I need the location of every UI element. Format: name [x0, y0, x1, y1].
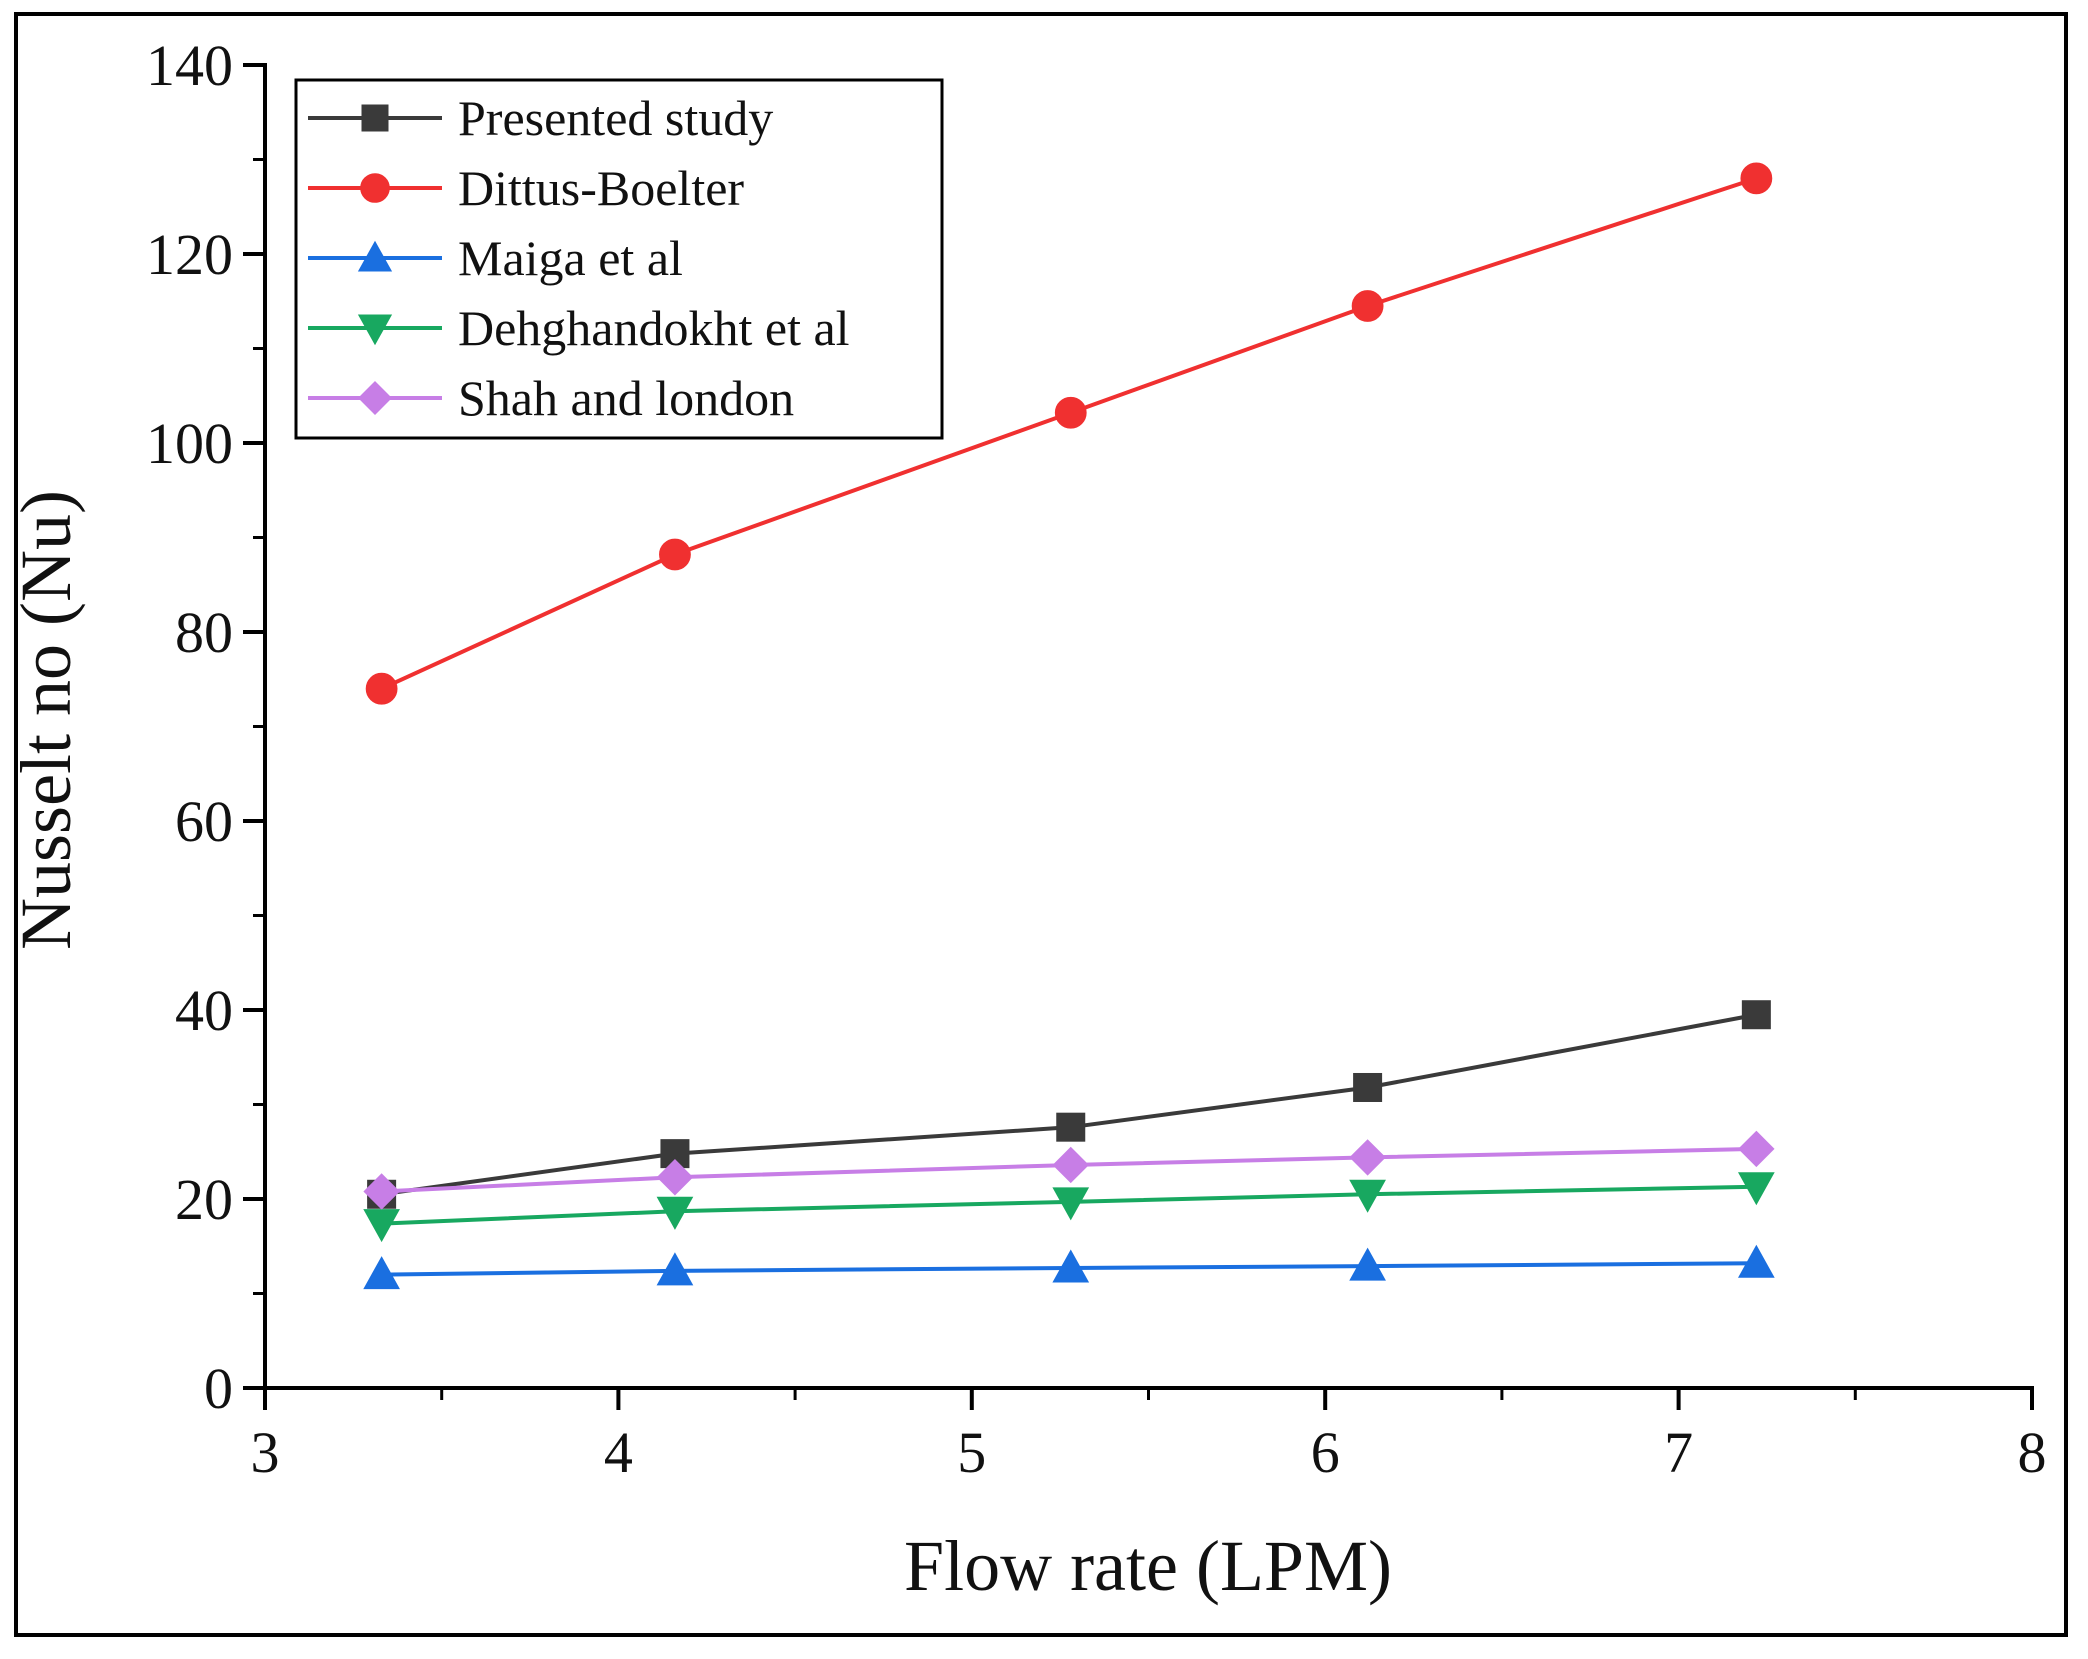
- data-point: [363, 1256, 400, 1290]
- x-axis-title: Flow rate (LPM): [904, 1526, 1392, 1606]
- legend-marker: [360, 173, 390, 203]
- y-tick-label: 40: [175, 978, 233, 1043]
- y-tick-label: 20: [175, 1167, 233, 1232]
- data-point: [365, 672, 398, 705]
- legend-label: Shah and london: [458, 370, 794, 426]
- data-point: [1349, 1139, 1386, 1176]
- data-point: [1052, 1146, 1089, 1184]
- series-shah-and-london: [363, 1130, 1775, 1210]
- legend-marker: [357, 314, 393, 346]
- legend-marker: [361, 104, 389, 132]
- legend-marker: [357, 240, 393, 272]
- data-point: [1056, 1112, 1086, 1142]
- data-point: [363, 1173, 400, 1210]
- x-tick-label: 3: [251, 1420, 280, 1485]
- data-point: [1740, 162, 1773, 195]
- y-axis-title: Nusselt no (Nu): [6, 490, 86, 950]
- data-point: [1054, 396, 1087, 429]
- data-point: [1738, 1130, 1775, 1168]
- data-point: [656, 1159, 694, 1196]
- data-point: [1737, 1244, 1775, 1278]
- legend-item: Dittus-Boelter: [308, 160, 744, 216]
- data-point: [1052, 1187, 1090, 1221]
- data-point: [1737, 1172, 1775, 1206]
- legend-item: Shah and london: [308, 370, 794, 426]
- y-tick-label: 80: [175, 600, 233, 665]
- series-layer: [363, 162, 1775, 1290]
- y-tick-label: 140: [146, 33, 233, 98]
- data-point: [1351, 290, 1384, 322]
- legend: Presented study Dittus-Boelter Maiga et al…: [294, 78, 944, 440]
- figure-frame: [14, 12, 2068, 1637]
- data-point: [1741, 1000, 1771, 1030]
- y-tick-label: 120: [146, 222, 233, 287]
- y-tick-label: 60: [175, 789, 233, 854]
- data-point: [656, 1196, 694, 1230]
- y-tick-label: 100: [146, 411, 233, 476]
- series-dittus-boelter: [365, 162, 1773, 705]
- x-tick-label: 4: [604, 1420, 633, 1485]
- data-point: [656, 1252, 694, 1286]
- data-point: [1349, 1179, 1386, 1213]
- legend-item: Maiga et al: [308, 230, 683, 286]
- legend-item: Presented study: [308, 90, 773, 146]
- legend-label: Presented study: [458, 90, 773, 146]
- legend-label: Maiga et al: [458, 230, 683, 286]
- data-point: [363, 1209, 400, 1243]
- data-point: [1052, 1249, 1090, 1283]
- series-maiga-et-al: [363, 1244, 1775, 1290]
- legend-item: Dehghandokht et al: [308, 300, 850, 356]
- legend-label: Dittus-Boelter: [458, 160, 744, 216]
- data-point: [659, 538, 691, 571]
- legend-label: Dehghandokht et al: [458, 300, 850, 356]
- data-point: [1349, 1247, 1386, 1281]
- x-tick-label: 8: [2018, 1420, 2047, 1485]
- legend-marker: [358, 381, 392, 415]
- x-tick-label: 5: [957, 1420, 986, 1485]
- x-tick-label: 7: [1664, 1420, 1693, 1485]
- y-tick-label: 0: [204, 1356, 233, 1421]
- x-tick-label: 6: [1311, 1420, 1340, 1485]
- data-point: [1353, 1072, 1383, 1102]
